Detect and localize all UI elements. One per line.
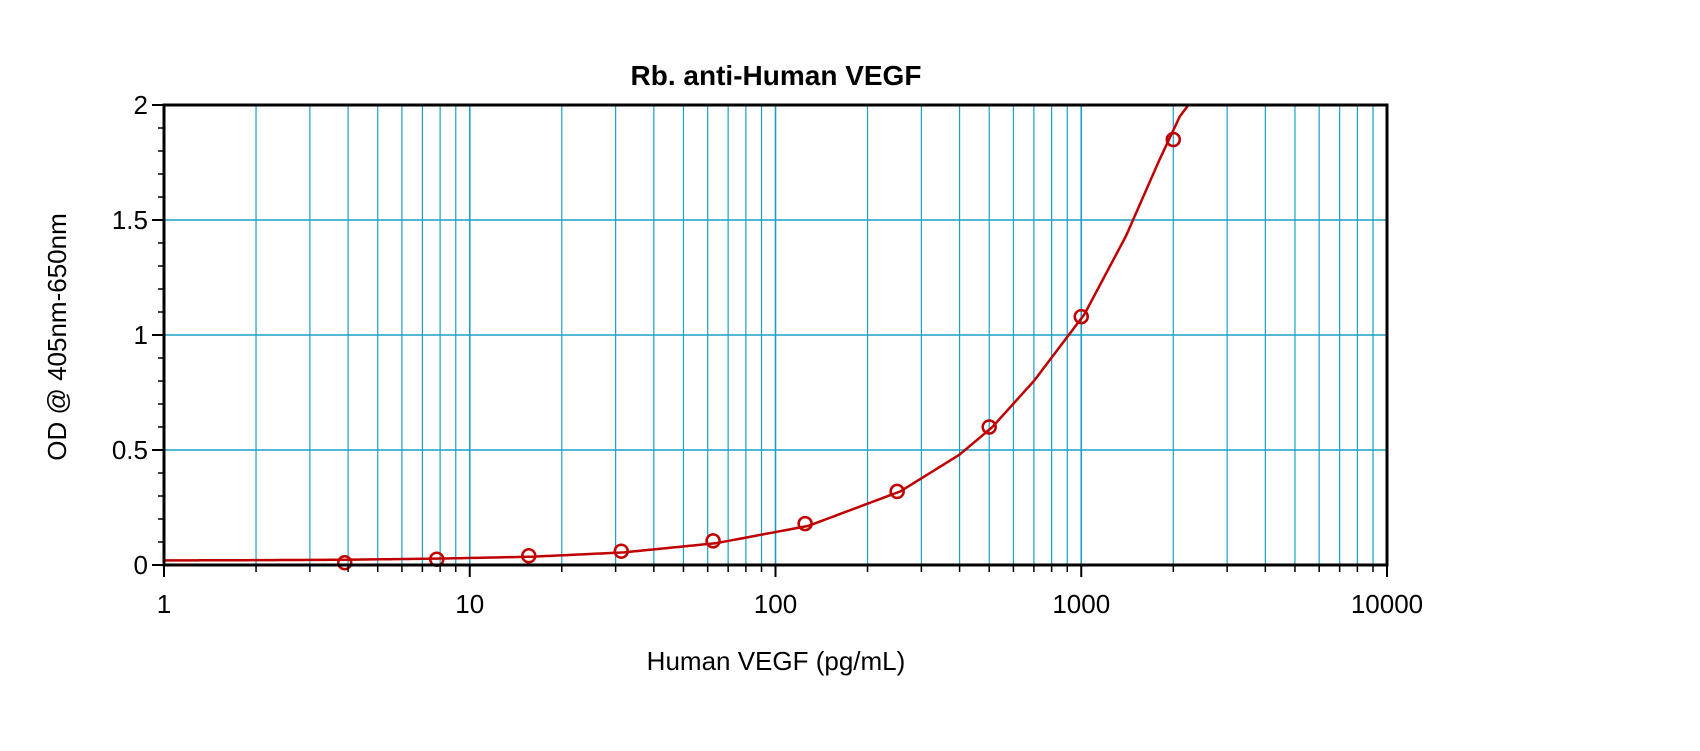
x-tick-label: 100 [754, 589, 797, 619]
y-tick-label: 2 [134, 90, 148, 120]
data-point [521, 548, 537, 564]
fit-curve-layer [163, 104, 1190, 562]
data-point [797, 515, 813, 532]
grid [164, 105, 1387, 565]
x-tick-label: 10 [455, 589, 484, 619]
y-tick-label: 1.5 [112, 205, 148, 235]
x-axis-title: Human VEGF (pg/mL) [647, 646, 906, 676]
y-tick-label: 1 [134, 320, 148, 350]
data-point [336, 554, 353, 571]
axes: 0 0.5 1 1.5 2 1 10 100 1000 10000 [112, 90, 1423, 619]
chart-title: Rb. anti-Human VEGF [631, 60, 922, 91]
data-points-layer [336, 131, 1182, 571]
data-point [981, 419, 997, 435]
y-tick-label: 0 [134, 550, 148, 580]
y-tick-label: 0.5 [112, 435, 148, 465]
data-point [613, 543, 630, 559]
fit-curve [163, 104, 1190, 562]
data-point [1165, 131, 1182, 148]
x-tick-label: 1000 [1052, 589, 1110, 619]
data-point [889, 483, 905, 500]
y-axis-title: OD @ 405nm-650nm [42, 213, 72, 461]
data-point [1073, 308, 1089, 325]
data-point [705, 533, 721, 549]
x-tick-label: 10000 [1351, 589, 1423, 619]
x-tick-label: 1 [157, 589, 171, 619]
